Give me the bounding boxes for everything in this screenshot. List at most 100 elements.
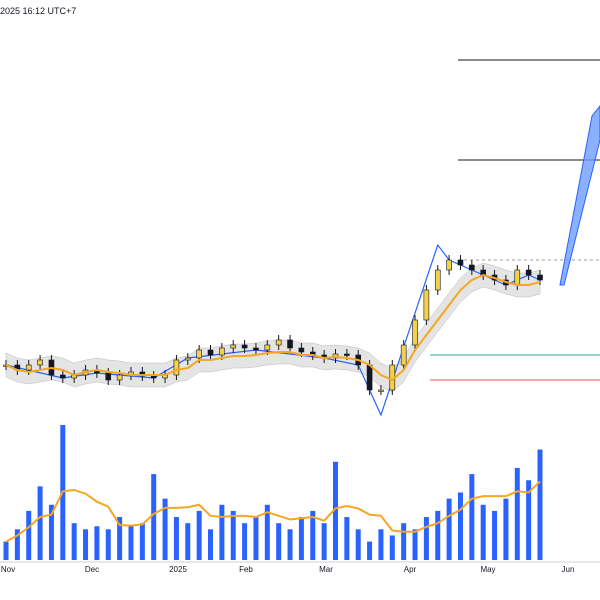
candle-body xyxy=(423,289,430,321)
volume-bar xyxy=(208,529,214,560)
volume-bar xyxy=(219,504,225,560)
x-tick-label: Nov xyxy=(1,565,15,574)
candle-body xyxy=(514,269,521,286)
volume-bar xyxy=(71,523,77,560)
volume-bar xyxy=(321,523,327,560)
zigzag-line xyxy=(5,243,541,417)
volume-bar xyxy=(310,510,316,560)
volume-bar xyxy=(185,523,191,560)
volume-bar xyxy=(242,523,248,560)
header-timestamp: 2025 16:12 UTC+7 xyxy=(0,6,76,16)
volume-bar xyxy=(253,517,259,560)
volume-ma-line xyxy=(5,480,541,543)
candle-body xyxy=(230,344,237,349)
candle-body xyxy=(400,344,407,366)
candle-body xyxy=(37,359,43,366)
volume-bar xyxy=(367,541,373,560)
volume-bar xyxy=(128,526,134,560)
volume-bar xyxy=(457,492,463,560)
candle-body xyxy=(434,269,441,291)
volume-bar xyxy=(423,517,429,560)
volume-bar xyxy=(344,517,350,560)
volume-bar xyxy=(446,498,452,560)
x-tick-label: May xyxy=(480,565,495,574)
volume-bar xyxy=(287,529,293,560)
volume-bar xyxy=(492,510,498,560)
projection-arrow xyxy=(559,105,600,286)
x-axis: Nov Dec 2025 Feb Mar Apr May Jun xyxy=(0,561,600,574)
x-tick-label: 2025 xyxy=(169,565,187,574)
x-tick-label: Dec xyxy=(85,565,99,574)
candle-body xyxy=(253,347,259,351)
x-tick-label: Jun xyxy=(562,565,575,574)
candle-body xyxy=(537,274,543,281)
moving-average-line xyxy=(5,273,541,382)
candle-body xyxy=(241,344,248,349)
volume-bar xyxy=(401,523,407,560)
volume-bar xyxy=(48,504,54,560)
candle-body xyxy=(366,364,373,391)
candle-body xyxy=(150,375,157,379)
volume-bar xyxy=(264,504,270,560)
volume-bar xyxy=(117,517,123,560)
volume-bar xyxy=(412,529,418,560)
candle-body xyxy=(446,259,452,271)
candle-body xyxy=(298,347,305,353)
volume-bar xyxy=(83,529,89,560)
volume-bar xyxy=(139,523,145,560)
candle-body xyxy=(412,319,418,346)
volume-bar xyxy=(435,510,441,560)
candle-body xyxy=(25,364,32,371)
volume-bar xyxy=(298,517,304,560)
volume-bar xyxy=(378,529,384,560)
volume-bar xyxy=(469,474,475,560)
candle-body xyxy=(219,347,225,356)
candle-body xyxy=(116,374,123,381)
volume-bar xyxy=(389,535,395,560)
candle-body xyxy=(184,357,191,361)
volume-bar xyxy=(514,467,520,560)
volume-bar xyxy=(151,474,157,560)
x-tick-label: Feb xyxy=(239,565,253,574)
volume-bar xyxy=(480,504,486,560)
volume-bars xyxy=(3,425,543,560)
candle-body xyxy=(525,269,532,276)
candle-body xyxy=(287,339,293,349)
volume-bar xyxy=(173,517,179,560)
candle-body xyxy=(173,359,180,376)
candle-body xyxy=(60,374,66,379)
candle-body xyxy=(378,389,384,392)
candles xyxy=(3,255,543,395)
volume-bar xyxy=(3,541,9,560)
volume-bar xyxy=(230,510,236,560)
volume-bar xyxy=(14,529,20,560)
volume-bar xyxy=(26,510,32,560)
candle-body xyxy=(105,372,112,381)
volume-bar xyxy=(276,523,282,560)
zigzag-polyline xyxy=(5,243,541,417)
candle-body xyxy=(275,339,282,346)
volume-bar xyxy=(162,498,168,560)
candle-body xyxy=(264,344,271,351)
x-tick-label: Mar xyxy=(319,565,333,574)
candle-body xyxy=(457,259,464,266)
volume-bar xyxy=(94,526,100,560)
volume-bar xyxy=(37,486,43,560)
projection-arrow-shape xyxy=(559,105,600,286)
volume-bar xyxy=(355,529,361,560)
candle-body xyxy=(207,349,214,356)
ma-polyline xyxy=(5,273,541,382)
x-tick-label: Apr xyxy=(404,565,417,574)
volume-bar xyxy=(503,498,509,560)
volume-bar xyxy=(196,510,202,560)
price-levels xyxy=(430,59,600,381)
volume-bar xyxy=(537,449,543,560)
volume-bar xyxy=(332,461,338,560)
volume-bar xyxy=(105,529,111,560)
candle-body xyxy=(469,264,475,271)
volume-bar xyxy=(526,480,532,560)
candle-body xyxy=(196,349,202,359)
candle-body xyxy=(344,353,350,356)
